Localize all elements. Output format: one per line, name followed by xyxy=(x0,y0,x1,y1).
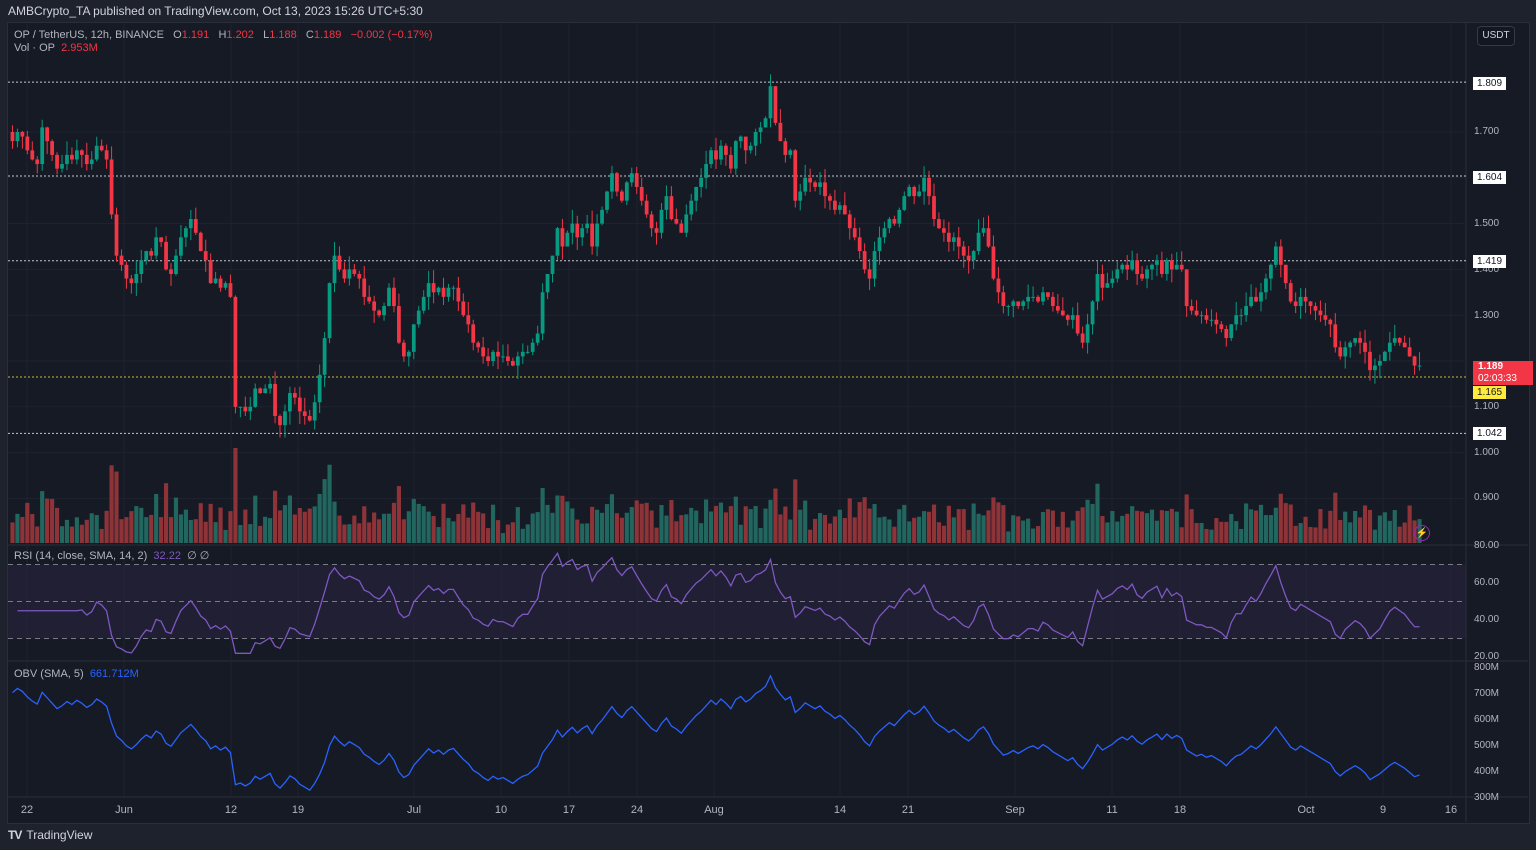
time-axis-label: 9 xyxy=(1379,804,1387,816)
obv-axis-label: 400M xyxy=(1474,766,1500,777)
rsi-axis-label: 40.00 xyxy=(1474,614,1500,625)
current-price-tag: 1.189 02:03:33 xyxy=(1473,361,1533,385)
obv-axis-label: 300M xyxy=(1474,792,1500,803)
rsi-extra: ∅ ∅ xyxy=(187,550,210,562)
change-value: −0.002 (−0.17%) xyxy=(350,29,433,41)
time-axis-label: 11 xyxy=(1106,804,1118,816)
rsi-axis-label: 20.00 xyxy=(1474,651,1500,662)
time-axis-label: 18 xyxy=(1173,804,1187,816)
lightning-icon[interactable]: ⚡ xyxy=(1414,525,1430,541)
time-axis-label: Aug xyxy=(704,804,724,816)
rsi-value: 32.22 xyxy=(153,550,181,562)
current-price: 1.189 xyxy=(1478,361,1504,372)
rsi-label[interactable]: RSI (14, close, SMA, 14, 2) xyxy=(14,550,148,562)
high-value: 1.202 xyxy=(226,29,254,41)
price-axis-label: 1.500 xyxy=(1474,218,1500,229)
low-value: 1.188 xyxy=(269,29,297,41)
volume-label[interactable]: Vol · OP xyxy=(14,42,55,54)
time-axis-label: Jun xyxy=(115,804,133,816)
symbol-name[interactable]: OP / TetherUS, 12h, BINANCE xyxy=(14,29,164,41)
level-price-tag: 1.165 xyxy=(1473,386,1507,399)
rsi-axis-label: 80.00 xyxy=(1474,540,1500,551)
bar-countdown: 02:03:33 xyxy=(1478,373,1517,384)
currency-button[interactable]: USDT xyxy=(1477,26,1515,46)
rsi-legend: RSI (14, close, SMA, 14, 2) 32.22 ∅ ∅ xyxy=(14,549,209,562)
level-price-tag: 1.419 xyxy=(1473,255,1507,268)
level-price-tag: 1.809 xyxy=(1473,77,1507,90)
time-axis-label: 14 xyxy=(833,804,847,816)
price-axis-label: 1.700 xyxy=(1474,126,1500,137)
price-axis-label: 1.300 xyxy=(1474,310,1500,321)
volume-legend: Vol · OP 2.953M xyxy=(14,42,98,54)
obv-axis-label: 700M xyxy=(1474,688,1500,699)
obv-value: 661.712M xyxy=(89,668,139,680)
obv-label[interactable]: OBV (SMA, 5) xyxy=(14,668,84,680)
time-axis-label: 10 xyxy=(494,804,508,816)
volume-value: 2.953M xyxy=(61,42,98,54)
price-axis-label: 0.900 xyxy=(1474,492,1500,503)
footer-brand: TradingView xyxy=(26,828,93,842)
close-value: 1.189 xyxy=(313,29,342,41)
price-axis-label: 1.400 xyxy=(1474,264,1500,275)
obv-legend: OBV (SMA, 5) 661.712M xyxy=(14,668,139,680)
time-axis-label: 24 xyxy=(630,804,644,816)
level-price-tag: 1.604 xyxy=(1473,171,1507,184)
time-axis-label: 19 xyxy=(291,804,305,816)
chart-frame[interactable] xyxy=(7,22,1530,824)
rsi-axis-label: 60.00 xyxy=(1474,577,1500,588)
time-axis-label: 16 xyxy=(1444,804,1458,816)
obv-axis-label: 800M xyxy=(1474,662,1500,673)
open-value: 1.191 xyxy=(181,29,210,41)
price-axis-label: 1.100 xyxy=(1474,401,1500,412)
time-axis-label: 21 xyxy=(901,804,915,816)
symbol-legend: OP / TetherUS, 12h, BINANCE O1.191 H1.20… xyxy=(14,29,433,41)
obv-axis-label: 600M xyxy=(1474,714,1500,725)
obv-axis-label: 500M xyxy=(1474,740,1500,751)
time-axis-label: 12 xyxy=(224,804,238,816)
level-price-tag: 1.042 xyxy=(1473,427,1507,440)
time-axis-label: 17 xyxy=(562,804,576,816)
time-axis-label: Jul xyxy=(406,804,422,816)
publisher-line: AMBCrypto_TA published on TradingView.co… xyxy=(8,4,423,18)
time-axis-label: 22 xyxy=(20,804,34,816)
tradingview-footer: TV TradingView xyxy=(8,828,92,842)
time-axis-label: Sep xyxy=(1005,804,1025,816)
time-axis-label: Oct xyxy=(1297,804,1315,816)
price-axis-label: 1.000 xyxy=(1474,447,1500,458)
tradingview-logo-icon: TV xyxy=(8,828,22,842)
